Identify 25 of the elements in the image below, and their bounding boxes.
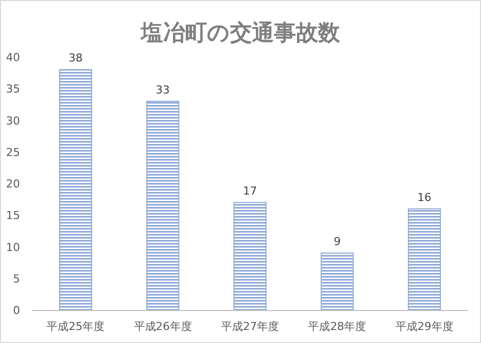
y-tick-label: 15 (6, 209, 20, 222)
data-label: 17 (243, 184, 257, 198)
bar (59, 69, 92, 310)
y-tick-label: 25 (6, 146, 20, 159)
y-tick-label: 5 (13, 272, 20, 286)
x-tick-label: 平成29年度 (395, 320, 454, 333)
y-tick-label: 20 (6, 178, 20, 190)
y-tick-label: 40 (6, 51, 20, 64)
x-tick-label: 平成26年度 (134, 320, 192, 333)
x-tick-label: 平成28年度 (308, 320, 366, 333)
bar (408, 208, 441, 310)
data-label: 16 (417, 190, 432, 204)
y-tick-label: 0 (13, 304, 20, 317)
y-tick-label: 35 (6, 82, 20, 96)
data-label: 9 (334, 235, 341, 248)
bar (146, 100, 180, 310)
x-tick-label: 平成27年度 (221, 320, 279, 333)
bar (234, 202, 266, 310)
y-tick-label: 10 (6, 240, 20, 254)
data-label: 38 (68, 52, 83, 65)
bar (320, 252, 354, 310)
data-label: 33 (156, 83, 170, 96)
chart-title: 塩冶町の交通事故数 (140, 20, 341, 46)
x-tick-label: 平成25年度 (46, 320, 105, 333)
y-tick-label: 30 (6, 114, 20, 128)
